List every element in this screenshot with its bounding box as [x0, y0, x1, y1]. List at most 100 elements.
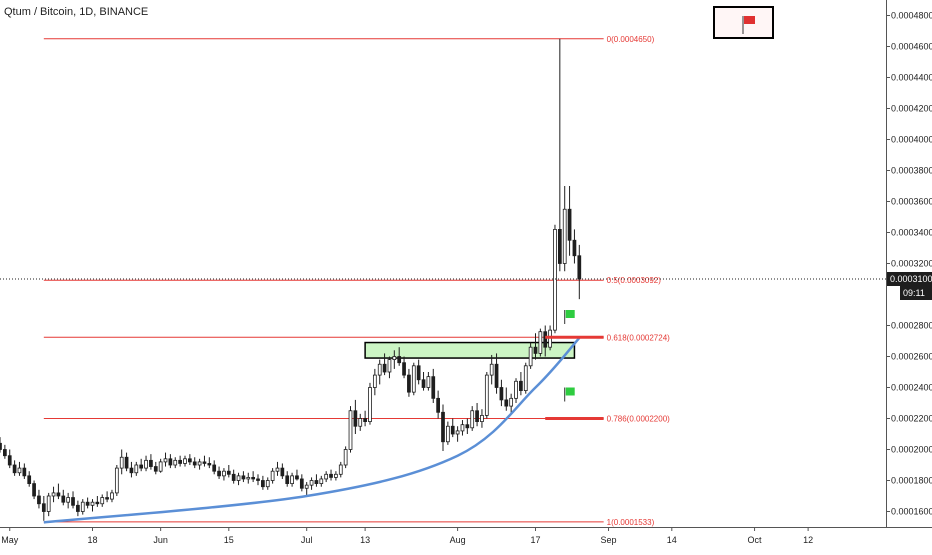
candle-body [338, 464, 343, 475]
candle-body [489, 363, 494, 376]
time-tick-label: 17 [530, 535, 540, 545]
time-tick-label: 12 [803, 535, 813, 545]
candle-body [533, 346, 538, 354]
candle-body [183, 458, 187, 464]
candle-body [256, 478, 260, 481]
price-tick-label: 0.0002200 [891, 414, 932, 424]
candle-body [377, 363, 382, 376]
time-tick-label: Oct [748, 535, 763, 545]
candle-body [105, 497, 109, 500]
breakout-zone[interactable] [364, 341, 576, 359]
candle-body [114, 467, 119, 494]
candle-body [0, 442, 2, 450]
candle-body [192, 461, 197, 466]
candle-body [572, 239, 577, 257]
time-tick-label: Sep [601, 535, 617, 545]
candle-body [222, 470, 226, 477]
candle-body [523, 365, 528, 391]
candle-body [290, 475, 294, 485]
candle-body [27, 475, 32, 485]
candle-body [22, 467, 27, 477]
candle-body [411, 365, 416, 393]
candle-body [455, 430, 460, 435]
candle-body [528, 346, 533, 367]
candle-body [314, 480, 319, 484]
candle-body [217, 470, 221, 477]
candle-body [71, 497, 75, 506]
price-tick-label: 0.0004800 [891, 11, 932, 21]
candle-body [499, 387, 504, 401]
candle-body [187, 458, 192, 463]
candle-body [446, 425, 450, 443]
time-tick-label: Jun [153, 535, 168, 545]
candle-body [504, 399, 509, 407]
candle-body [51, 492, 56, 497]
candle-body [76, 504, 80, 512]
candle-body [110, 492, 114, 500]
candle-body [426, 376, 431, 388]
candle-body [368, 387, 372, 422]
candle-body [519, 380, 523, 391]
candle-body [134, 464, 139, 474]
fib-level-label: 1(0.0001533) [607, 518, 655, 527]
candle-body [197, 461, 202, 466]
current-price-label: 0.0003100 [890, 274, 932, 284]
candle-body [100, 497, 105, 505]
price-tick-label: 0.0004600 [891, 42, 932, 52]
candle-body [280, 467, 285, 477]
green-flag-icon [565, 310, 575, 318]
candle-body [80, 501, 85, 512]
candle-body [265, 480, 270, 488]
candle-body [353, 410, 358, 427]
candle-body [163, 458, 168, 463]
candle-body [334, 473, 338, 478]
candle-body [382, 363, 387, 373]
time-tick-label: 18 [87, 535, 97, 545]
candle-body [319, 478, 324, 485]
candle-body [416, 365, 421, 381]
green-flag-icon [565, 387, 575, 396]
candle-body [270, 470, 275, 481]
candle-body [158, 461, 163, 472]
candle-body [557, 228, 562, 264]
candle-body [460, 424, 465, 432]
candle-body [3, 449, 7, 457]
candle-body [363, 418, 367, 422]
candle-body [577, 255, 582, 280]
candle-body [261, 480, 265, 488]
candle-body [484, 374, 489, 416]
candle-body [119, 456, 124, 469]
candle-body [226, 470, 231, 475]
candle-body [465, 424, 470, 429]
candle-body [56, 492, 61, 497]
support-curve[interactable] [43, 337, 581, 524]
candle-body [421, 379, 426, 388]
candle-body [304, 484, 309, 489]
candle-body [431, 376, 436, 399]
candle-body [392, 356, 397, 360]
price-tick-label: 0.0003200 [891, 259, 932, 269]
fib-level-label: 0.5(0.0003092) [607, 276, 662, 285]
price-tick-label: 0.0004400 [891, 73, 932, 83]
candle-body [509, 397, 514, 407]
candle-body [475, 410, 479, 422]
candle-body [251, 476, 256, 480]
time-tick-label: May [1, 535, 19, 545]
candle-body [178, 459, 182, 464]
candle-body [231, 473, 236, 481]
price-tick-label: 0.0001600 [891, 507, 932, 517]
flag-box[interactable] [713, 6, 774, 39]
time-tick-label: Jul [301, 535, 313, 545]
candle-body [207, 463, 212, 466]
candle-body [343, 449, 348, 466]
candle-body [95, 501, 100, 505]
time-tick-label: Aug [450, 535, 466, 545]
fib-level-label: 0(0.0004650) [607, 35, 655, 44]
candle-body [309, 480, 314, 486]
candle-body [241, 475, 246, 480]
candle-body [358, 418, 363, 427]
candle-body [387, 359, 392, 373]
chart-title: Qtum / Bitcoin, 1D, BINANCE [4, 6, 149, 18]
